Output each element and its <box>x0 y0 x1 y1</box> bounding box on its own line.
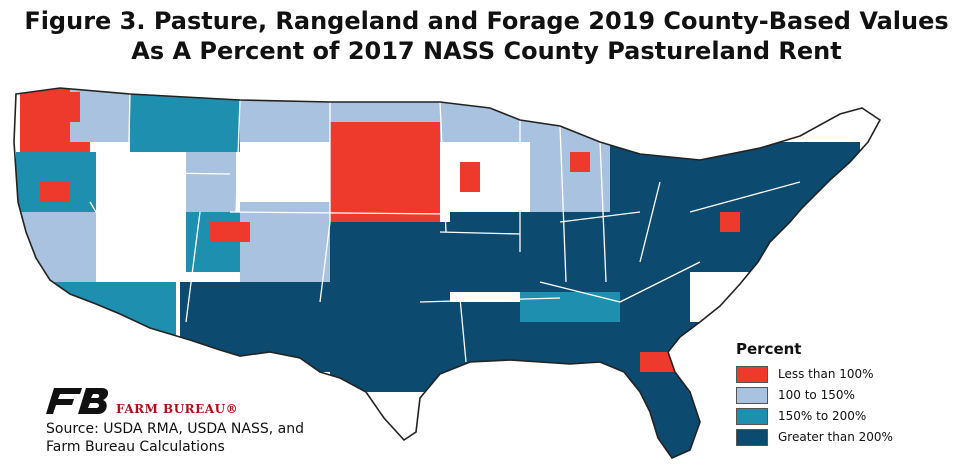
farm-bureau-wordmark: FARM BUREAU® <box>116 402 239 416</box>
state-borders <box>89 93 801 363</box>
county-cluster-red <box>60 92 80 122</box>
county-region <box>180 282 330 372</box>
county-region <box>16 212 96 332</box>
legend-label: Greater than 200% <box>778 430 893 444</box>
figure-title: Figure 3. Pasture, Rangeland and Forage … <box>0 6 973 66</box>
county-region <box>690 212 810 272</box>
county-cluster-red <box>720 212 740 232</box>
county-region <box>130 88 240 152</box>
legend-swatch <box>736 386 768 404</box>
legend-item-100-to-150: 100 to 150% <box>736 385 893 405</box>
county-cluster-red <box>40 292 60 312</box>
legend-swatch <box>736 407 768 425</box>
county-region <box>240 202 330 282</box>
county-region <box>330 222 450 302</box>
county-region <box>600 322 700 458</box>
legend: Percent Less than 100% 100 to 150% 150% … <box>736 340 893 448</box>
legend-item-greater-than-200: Greater than 200% <box>736 427 893 447</box>
county-region <box>520 292 620 322</box>
county-region <box>240 88 330 142</box>
county-region <box>450 212 530 292</box>
legend-label: 150% to 200% <box>778 409 867 423</box>
source-note: Source: USDA RMA, USDA NASS, and Farm Bu… <box>46 420 366 456</box>
legend-swatch <box>736 428 768 446</box>
legend-item-150-to-200: 150% to 200% <box>736 406 893 426</box>
county-cluster-red <box>40 182 70 202</box>
title-line-2: As A Percent of 2017 NASS County Pasture… <box>131 37 842 65</box>
county-region <box>440 88 530 142</box>
legend-item-less-than-100: Less than 100% <box>736 364 893 384</box>
county-cluster-red <box>380 182 420 222</box>
legend-swatch <box>736 365 768 383</box>
title-line-1: Figure 3. Pasture, Rangeland and Forage … <box>24 7 949 35</box>
source-line-2: Farm Bureau Calculations <box>46 439 225 455</box>
legend-label: Less than 100% <box>778 367 874 381</box>
county-region <box>186 152 236 212</box>
source-line-1: Source: USDA RMA, USDA NASS, and <box>46 421 304 437</box>
county-region <box>330 302 460 392</box>
county-region <box>96 172 186 282</box>
county-cluster-red <box>460 162 480 192</box>
county-cluster-red <box>570 152 590 172</box>
county-cluster-red <box>210 222 250 242</box>
legend-label: 100 to 150% <box>778 388 855 402</box>
county-region <box>36 282 176 342</box>
legend-title: Percent <box>736 340 802 358</box>
farm-bureau-logo-icon <box>46 388 109 414</box>
county-cluster-red <box>410 142 440 172</box>
farm-bureau-logo: FARM BUREAU® <box>42 384 238 418</box>
us-county-map <box>13 87 881 459</box>
